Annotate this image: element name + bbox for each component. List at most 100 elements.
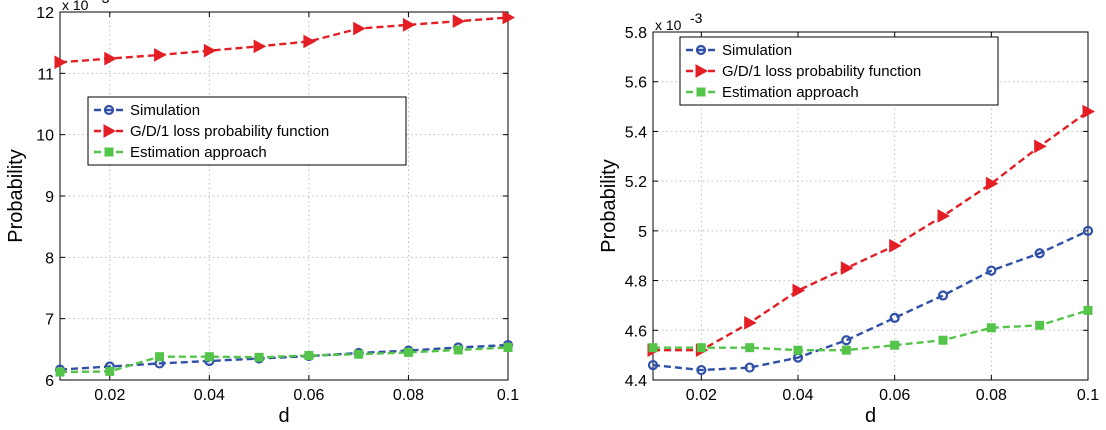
y-tick-label: 4.6 xyxy=(625,323,647,340)
legend: Simulation G/D/1 loss probability functio… xyxy=(679,36,999,106)
y-tick-label: 7 xyxy=(45,312,54,329)
plot-frame xyxy=(59,11,509,381)
data-point xyxy=(303,34,316,49)
y-exponent-base: x 10 xyxy=(655,17,682,33)
series-line xyxy=(653,110,1089,352)
data-point xyxy=(647,359,659,371)
data-point xyxy=(1082,104,1096,119)
data-point xyxy=(1034,139,1047,154)
data-point xyxy=(55,367,65,377)
legend-box xyxy=(679,36,999,106)
data-point xyxy=(696,343,706,353)
legend-item: Simulation xyxy=(686,42,792,59)
data-point xyxy=(744,362,755,373)
x-tick-label: 0.02 xyxy=(686,387,717,404)
series-1 xyxy=(647,225,1094,376)
series-3 xyxy=(648,305,1093,355)
y-tick-label: 4.4 xyxy=(625,373,647,390)
series-line xyxy=(59,16,509,64)
series-line xyxy=(59,346,509,374)
data-point xyxy=(402,18,416,32)
data-point xyxy=(841,335,852,346)
legend-swatch-marker xyxy=(104,147,114,157)
data-point xyxy=(1034,248,1045,259)
data-point xyxy=(204,352,214,362)
data-point xyxy=(841,345,851,355)
y-tick-label: 5.4 xyxy=(625,124,647,141)
data-point xyxy=(937,290,949,301)
y-tick-label: 8 xyxy=(45,250,54,267)
y-tick-label: 4.8 xyxy=(625,274,647,291)
data-point xyxy=(354,349,364,359)
y-tick-label: 10 xyxy=(36,128,54,145)
legend-swatch-marker xyxy=(695,44,707,56)
y-axis-label: Probability xyxy=(598,159,620,252)
data-point xyxy=(104,51,117,66)
x-tick-label: 0.06 xyxy=(879,387,910,404)
legend-label: G/D/1 loss probability function xyxy=(722,63,921,80)
x-axis-label: d xyxy=(278,405,289,427)
legend-label: G/D/1 loss probability function xyxy=(130,123,329,140)
data-point xyxy=(890,340,900,350)
data-point xyxy=(840,261,854,275)
x-tick-label: 0.1 xyxy=(497,387,519,404)
data-point xyxy=(1083,305,1093,315)
series-3 xyxy=(55,342,513,377)
x-tick-label: 0.02 xyxy=(94,387,125,404)
chart-1: 0.02 0.04 0.06 0.08 0.1 6 7 8 9 10 11 12 d Probabilit… xyxy=(5,0,519,427)
data-point xyxy=(353,21,366,36)
data-point xyxy=(154,48,167,62)
y-tick-label: 5.6 xyxy=(625,75,647,92)
data-point xyxy=(403,347,413,357)
data-point xyxy=(744,315,757,330)
x-tick-label: 0.08 xyxy=(976,387,1007,404)
legend-swatch-marker xyxy=(103,104,115,116)
legend-swatch-marker xyxy=(103,124,117,138)
data-point xyxy=(502,10,516,25)
data-point xyxy=(696,364,707,376)
data-point xyxy=(105,366,115,376)
x-tick-label: 0.06 xyxy=(293,387,324,404)
legend-item: G/D/1 loss probability function xyxy=(94,123,329,140)
y-tick-label: 5.2 xyxy=(625,174,647,191)
y-tick-label: 6 xyxy=(45,373,54,390)
data-point xyxy=(889,312,900,323)
legend-label: Simulation xyxy=(722,42,792,59)
data-point xyxy=(304,350,314,360)
data-point xyxy=(792,283,806,298)
y-exponent-power: -3 xyxy=(690,10,703,26)
y-tick-label: 9 xyxy=(45,189,54,206)
data-point xyxy=(986,265,997,276)
series-line xyxy=(652,229,1089,372)
y-tick-label: 12 xyxy=(36,5,54,22)
x-tick-label: 0.04 xyxy=(782,387,813,404)
data-point xyxy=(54,55,68,70)
x-tick-label: 0.1 xyxy=(1077,387,1099,404)
data-point xyxy=(453,345,463,355)
data-point xyxy=(503,342,513,352)
data-point xyxy=(745,343,755,353)
chart-2: 0.02 0.04 0.06 0.08 0.1 4.4 4.6 4.8 5 5.2 5.4 5.6 5.… xyxy=(598,10,1099,427)
data-point xyxy=(203,43,217,58)
y-tick-label: 11 xyxy=(37,66,54,83)
legend-label: Estimation approach xyxy=(130,144,267,161)
y-tick-label: 5 xyxy=(638,224,647,241)
data-point xyxy=(889,238,902,253)
series-2 xyxy=(54,10,516,70)
legend-label: Simulation xyxy=(130,102,200,119)
legend-item: Estimation approach xyxy=(686,84,859,101)
y-exponent-base: x 10 xyxy=(62,0,89,13)
legend-swatch-marker xyxy=(696,87,706,97)
data-point xyxy=(452,14,466,29)
data-point xyxy=(938,335,948,345)
series-line xyxy=(653,309,1089,352)
x-axis-label: d xyxy=(865,405,876,427)
x-tick-label: 0.04 xyxy=(194,387,225,404)
legend-swatch-marker xyxy=(695,64,709,78)
legend: Simulation G/D/1 loss probability functio… xyxy=(87,96,407,166)
legend-item: Simulation xyxy=(94,102,200,119)
data-point xyxy=(1082,225,1094,236)
y-axis-label: Probability xyxy=(5,149,27,242)
legend-label: Estimation approach xyxy=(722,84,859,101)
